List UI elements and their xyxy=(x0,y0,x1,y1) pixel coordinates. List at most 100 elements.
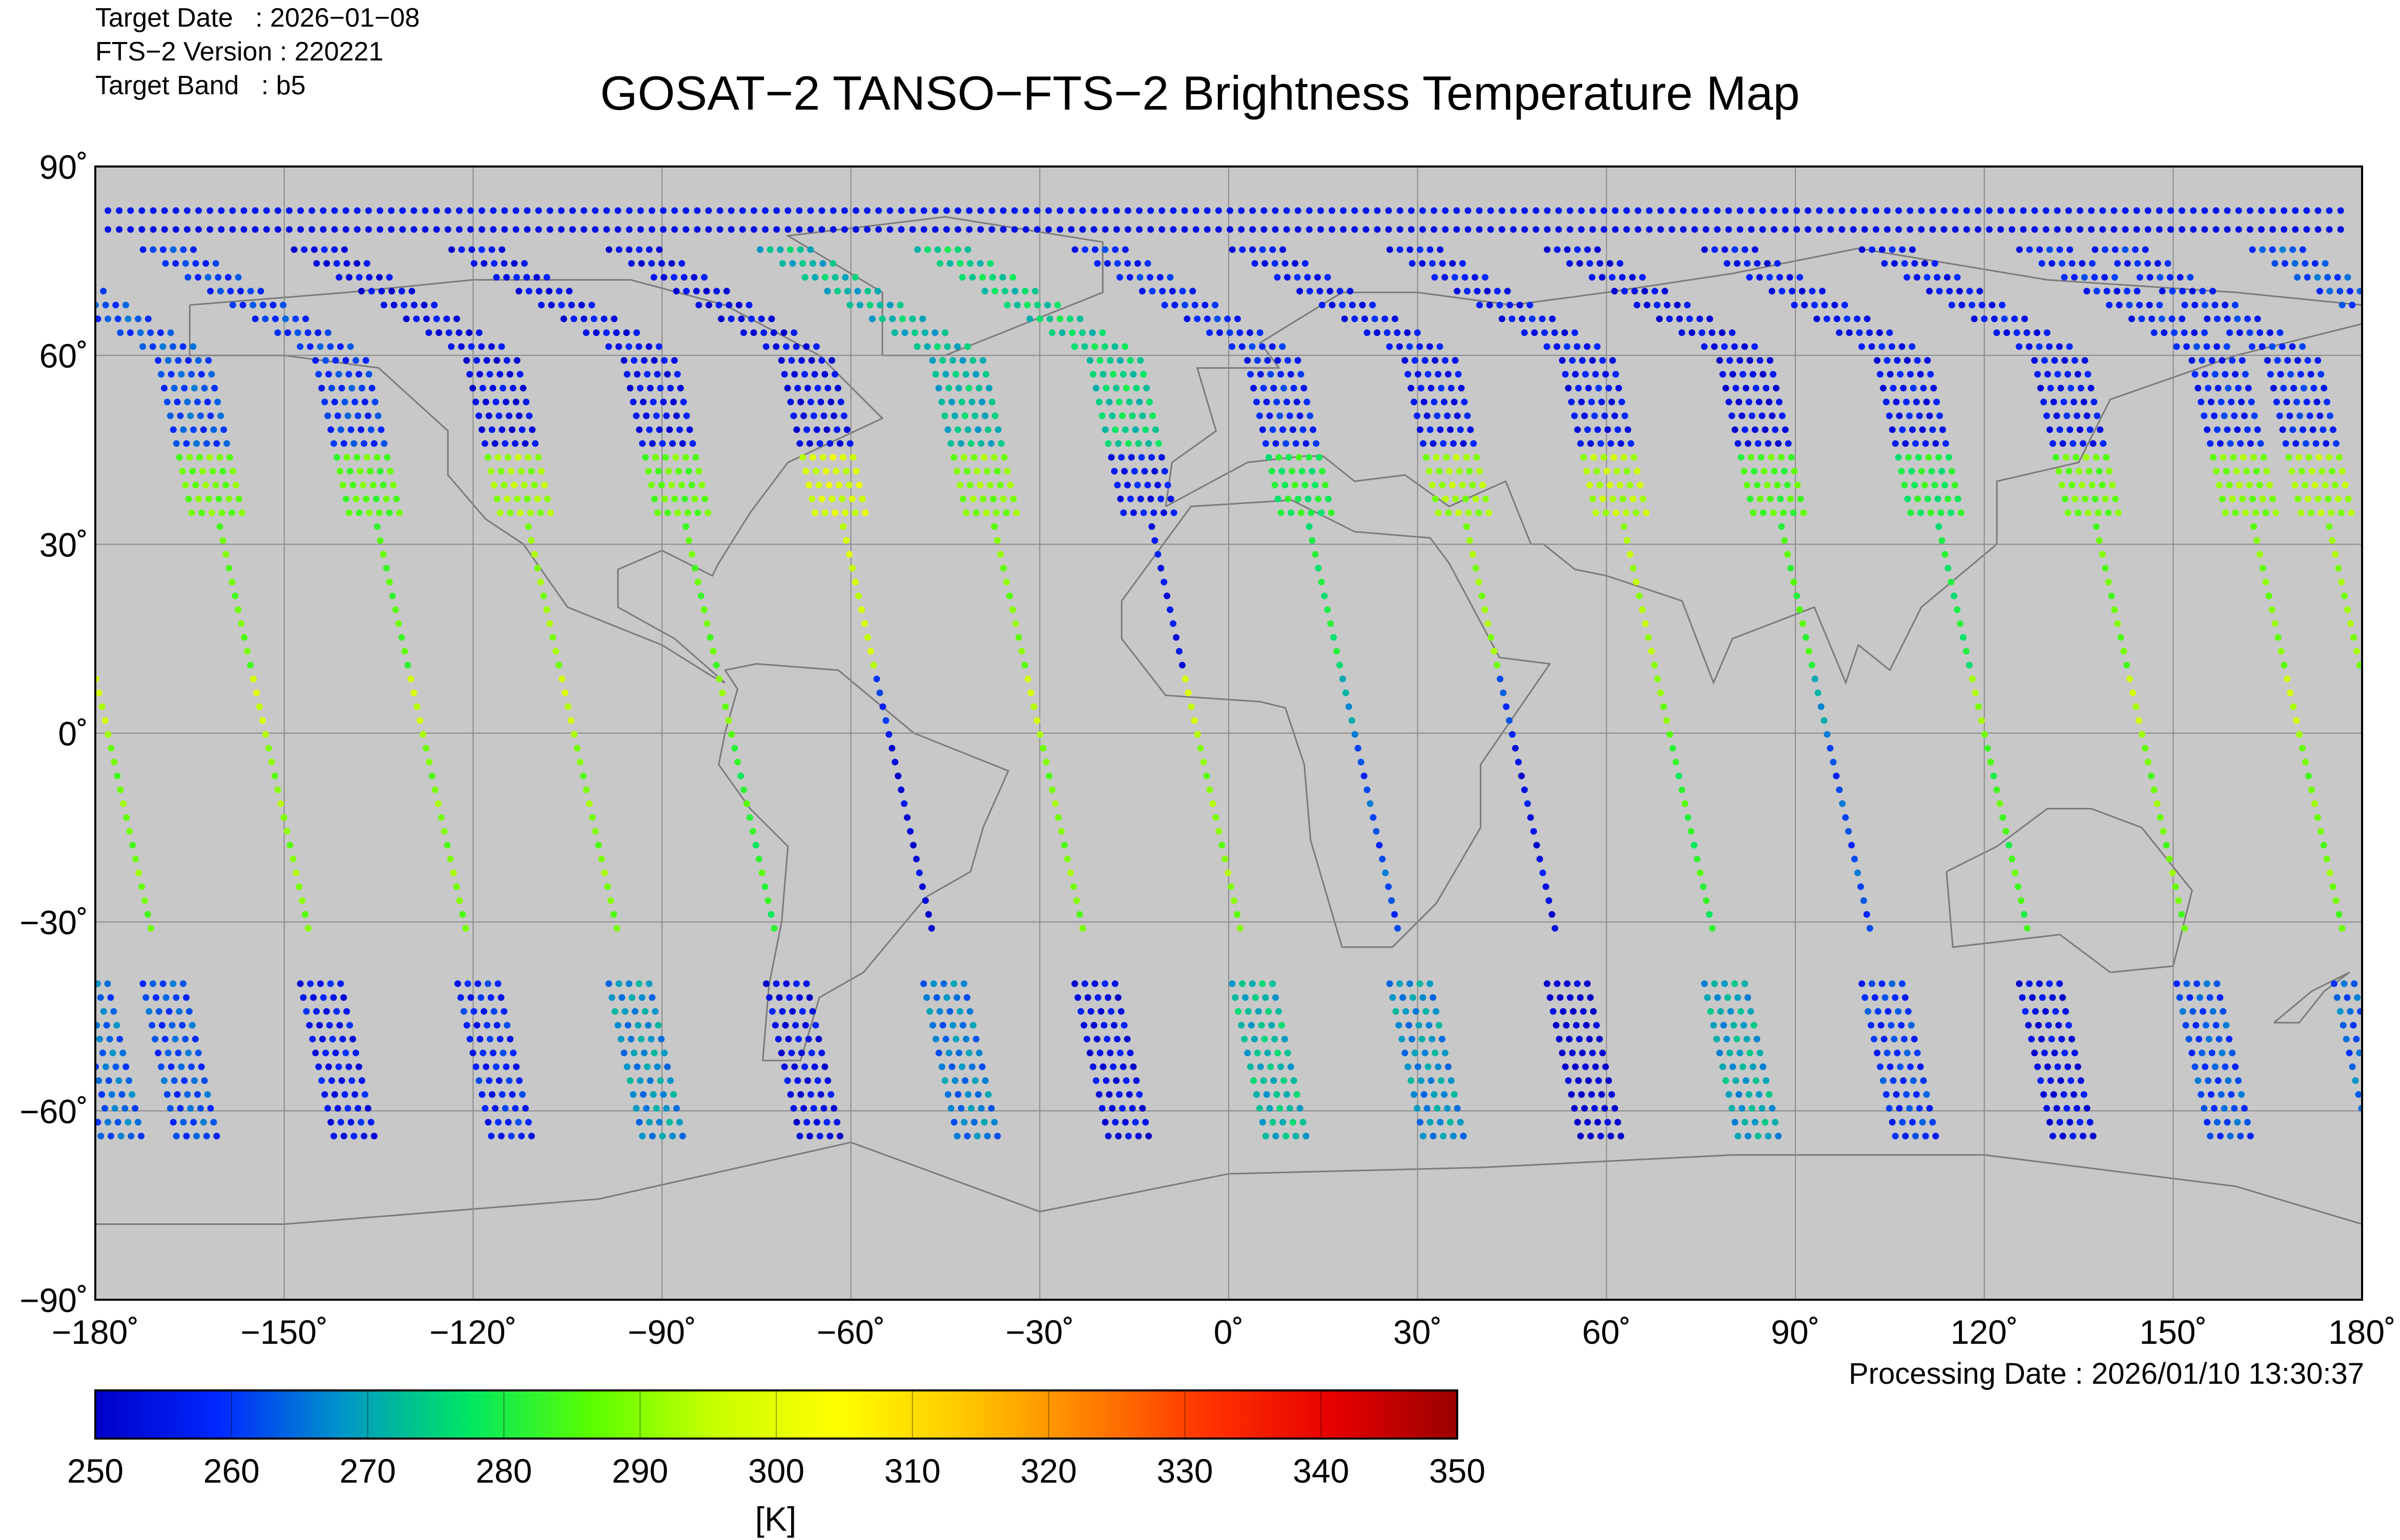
observation-point xyxy=(2318,371,2325,378)
observation-point xyxy=(1161,578,1168,586)
observation-point xyxy=(114,773,121,780)
observation-point xyxy=(364,412,371,420)
observation-point xyxy=(323,260,330,267)
observation-point xyxy=(984,1133,991,1139)
observation-point xyxy=(2057,1077,2064,1084)
observation-point xyxy=(1044,301,1051,308)
observation-point xyxy=(2089,440,2097,447)
observation-point xyxy=(1623,468,1630,475)
observation-point xyxy=(2286,412,2293,420)
observation-point xyxy=(360,482,367,489)
observation-point xyxy=(190,246,197,253)
observation-point xyxy=(210,426,217,433)
observation-point xyxy=(2309,426,2316,433)
observation-point xyxy=(1898,1022,1905,1029)
observation-point xyxy=(1711,980,1718,987)
observation-point xyxy=(2093,287,2100,295)
observation-point xyxy=(1597,1133,1604,1139)
observation-point xyxy=(2223,343,2230,350)
observation-point xyxy=(1203,773,1210,780)
observation-point xyxy=(1479,482,1486,489)
observation-point xyxy=(2029,994,2036,1001)
observation-point xyxy=(650,399,657,406)
observation-point xyxy=(569,207,576,214)
observation-point xyxy=(1933,399,1940,406)
observation-point xyxy=(655,343,663,350)
observation-point xyxy=(1896,1105,1903,1112)
observation-point xyxy=(1819,287,1826,295)
observation-point xyxy=(2282,440,2289,447)
observation-point xyxy=(969,1022,977,1029)
observation-point xyxy=(1910,1077,1917,1084)
observation-point xyxy=(1294,274,1301,281)
observation-point xyxy=(1728,1105,1735,1112)
observation-point xyxy=(1275,1008,1282,1015)
observation-point xyxy=(801,1063,808,1070)
observation-point xyxy=(2326,207,2333,214)
observation-point xyxy=(2093,523,2100,530)
observation-point xyxy=(842,509,849,516)
observation-point xyxy=(977,226,984,233)
observation-point xyxy=(410,226,418,233)
observation-point xyxy=(870,661,877,669)
observation-point xyxy=(337,1119,344,1126)
observation-point xyxy=(2194,980,2200,987)
observation-point xyxy=(1756,274,1763,281)
observation-point xyxy=(2054,226,2061,233)
observation-point xyxy=(1126,399,1133,406)
observation-point xyxy=(942,329,949,336)
observation-point xyxy=(842,468,850,475)
observation-point xyxy=(399,226,406,233)
observation-point xyxy=(1109,412,1116,420)
observation-point xyxy=(2070,1133,2077,1139)
observation-point xyxy=(2189,287,2196,295)
observation-point xyxy=(796,207,803,214)
observation-point xyxy=(1458,385,1465,392)
observation-point xyxy=(605,343,612,350)
observation-point xyxy=(1963,207,1970,214)
observation-point xyxy=(778,357,785,364)
observation-point xyxy=(1952,226,1959,233)
observation-point xyxy=(601,315,608,322)
observation-point xyxy=(1903,1091,1910,1098)
observation-point xyxy=(1139,1105,1146,1112)
observation-point xyxy=(933,1035,939,1043)
observation-point xyxy=(2305,773,2312,780)
observation-point xyxy=(1274,357,1281,364)
observation-point xyxy=(1941,482,1949,489)
observation-point xyxy=(874,287,881,295)
observation-point xyxy=(2199,1008,2206,1015)
observation-point xyxy=(912,329,919,336)
observation-point xyxy=(256,703,263,710)
observation-point xyxy=(1745,1133,1752,1139)
observation-point xyxy=(583,786,590,794)
observation-point xyxy=(190,1119,197,1126)
observation-point xyxy=(1706,911,1713,918)
observation-point xyxy=(1725,1091,1732,1098)
observation-point xyxy=(274,786,281,794)
observation-point xyxy=(960,495,967,503)
observation-point xyxy=(2095,509,2102,516)
observation-point xyxy=(2223,468,2230,475)
observation-point xyxy=(1559,1049,1566,1056)
observation-point xyxy=(1178,661,1186,669)
observation-point xyxy=(661,357,668,364)
observation-point xyxy=(1181,226,1188,233)
observation-point xyxy=(573,745,581,752)
observation-point xyxy=(909,207,916,214)
observation-point xyxy=(657,385,664,392)
observation-point xyxy=(2068,1035,2075,1043)
observation-point xyxy=(500,1049,507,1056)
observation-point xyxy=(1126,274,1133,281)
observation-point xyxy=(2353,648,2360,655)
observation-point xyxy=(2179,207,2185,214)
observation-point xyxy=(1827,226,1834,233)
observation-point xyxy=(991,1119,998,1126)
observation-point xyxy=(978,1105,985,1112)
observation-point xyxy=(1960,634,1967,641)
observation-point xyxy=(1259,1119,1266,1126)
colorbar-ticks: 250 260 270 280 290 300 310 320 330 340 350 xyxy=(67,1390,1485,1490)
observation-point xyxy=(841,226,848,233)
observation-point xyxy=(1159,287,1166,295)
observation-point xyxy=(739,207,746,214)
